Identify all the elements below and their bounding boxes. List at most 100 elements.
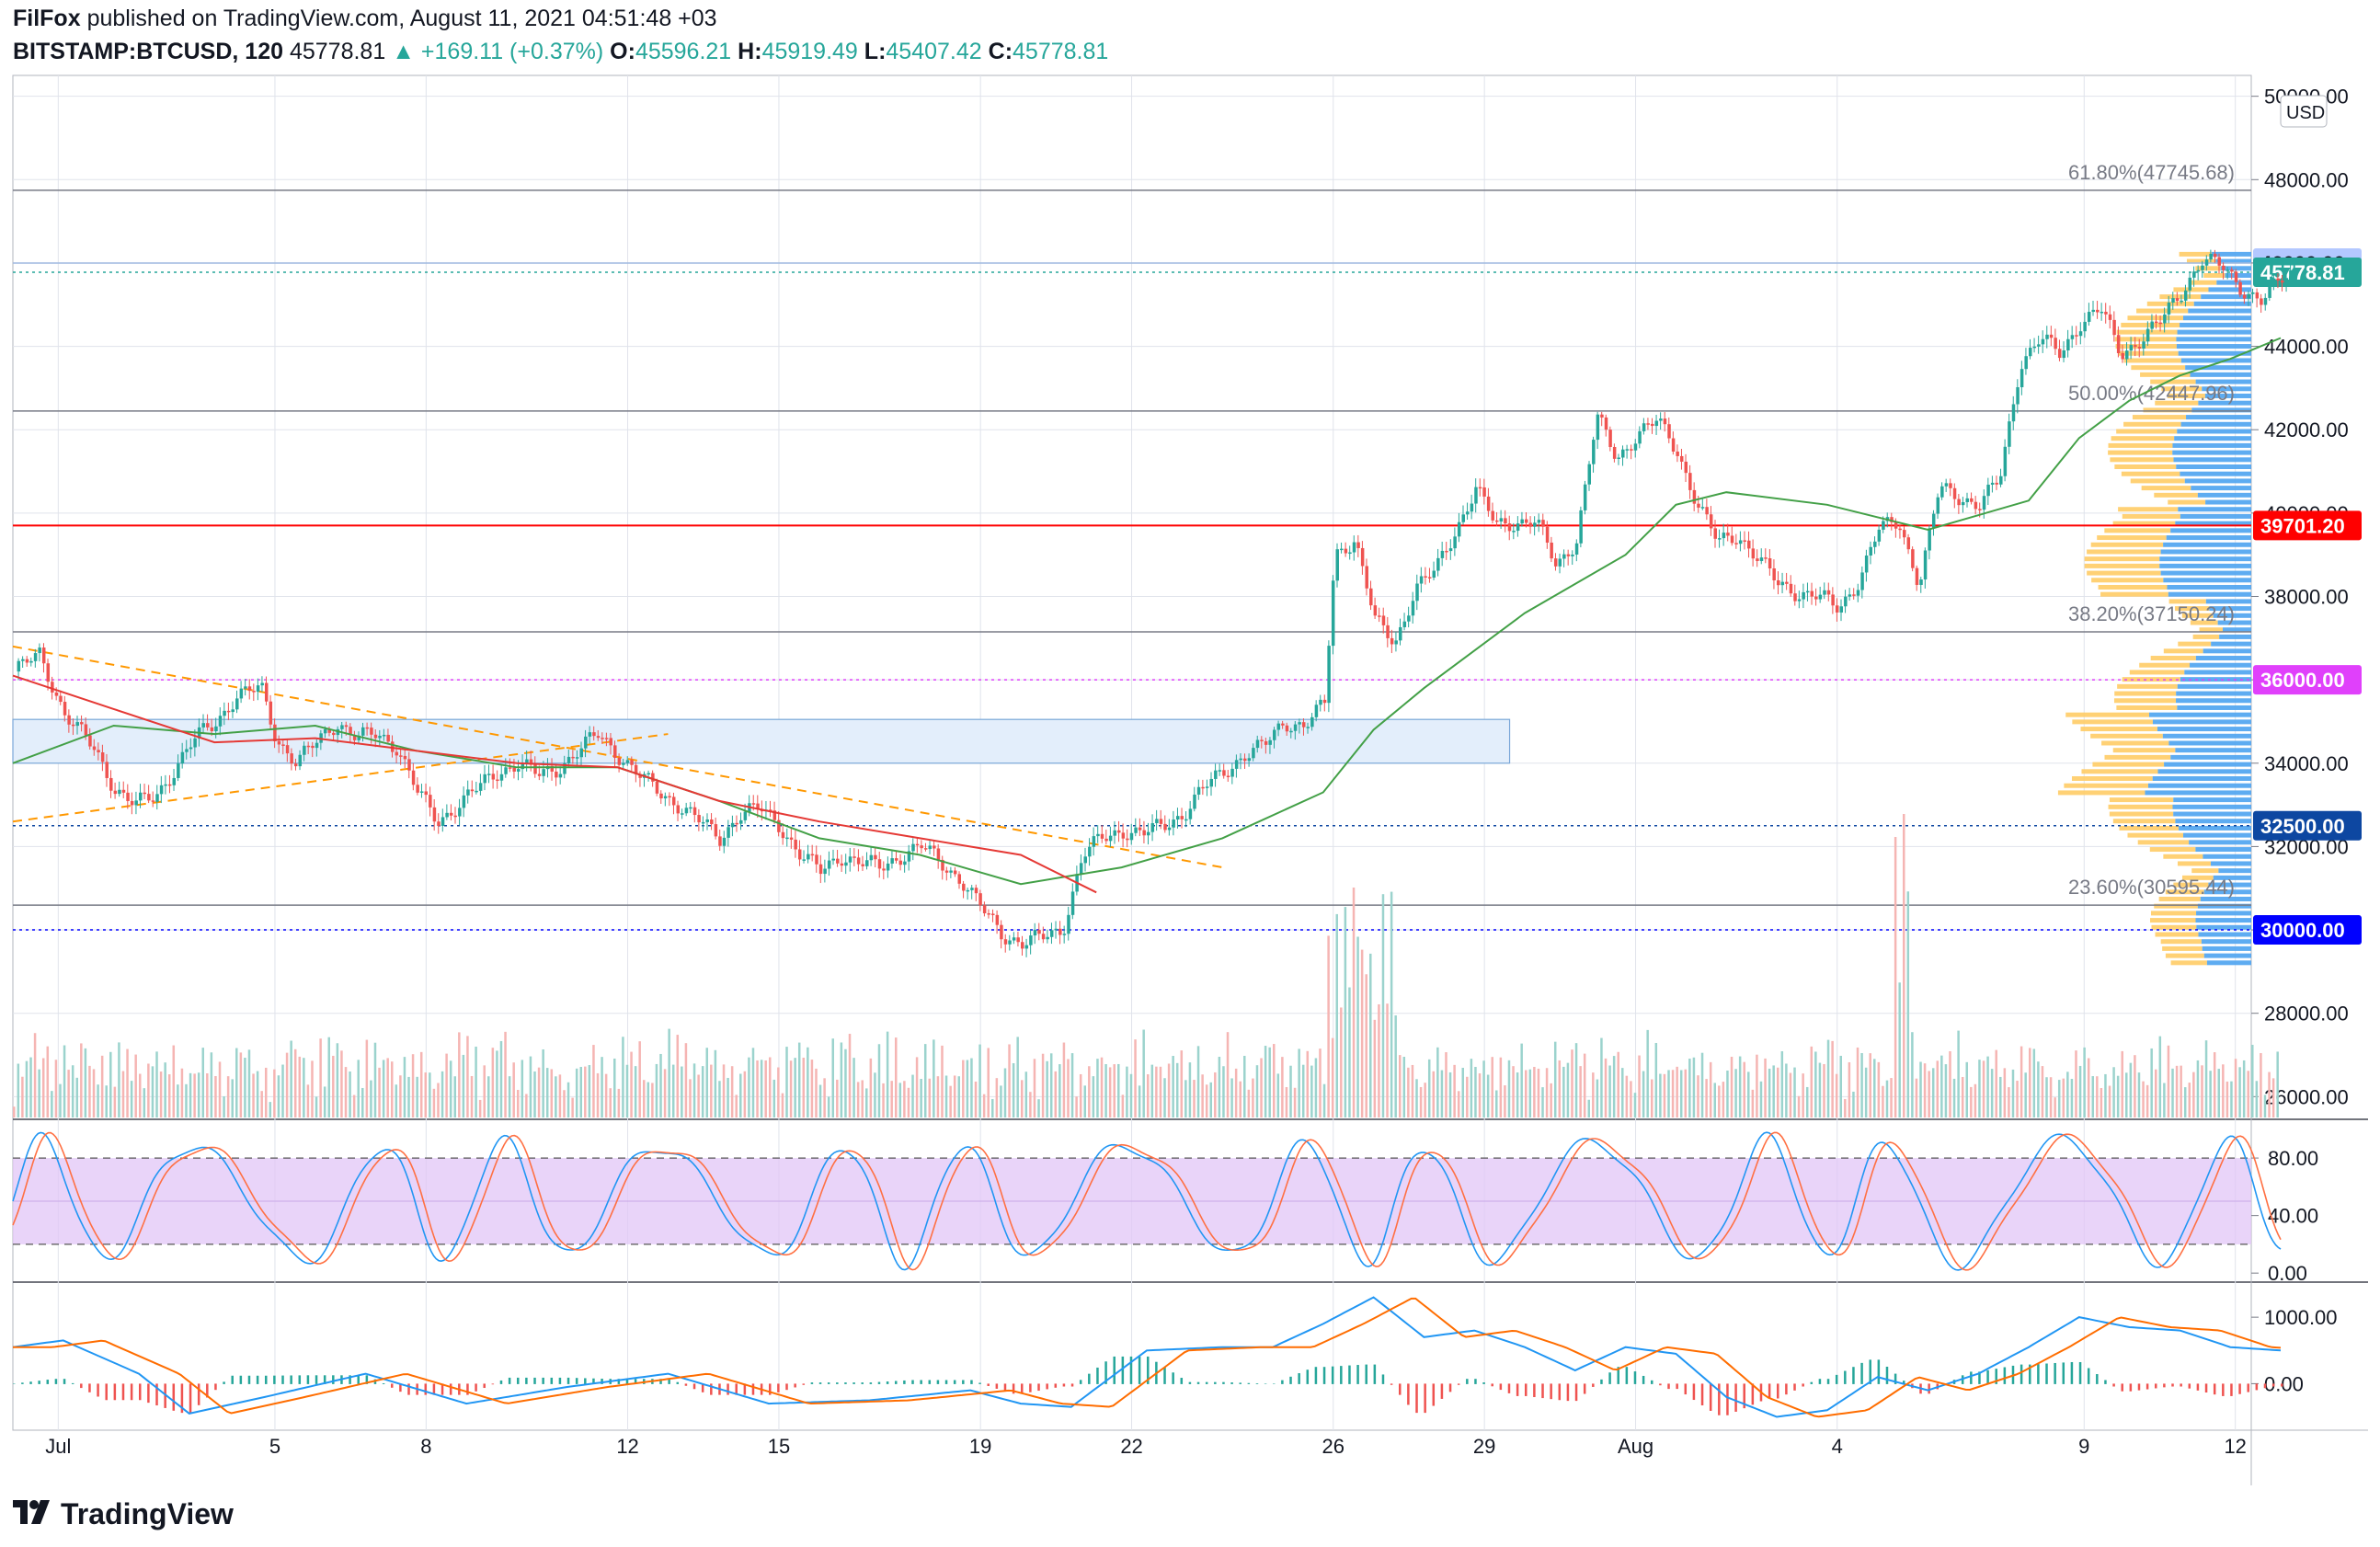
candle-body [1768, 558, 1772, 568]
volume-bar [223, 1096, 225, 1117]
volume-bar [1109, 1067, 1112, 1117]
macd-hist-bar [1793, 1383, 1796, 1390]
volume-bar [475, 1047, 477, 1117]
candle-body [1294, 725, 1298, 731]
volume-bar [1676, 1067, 1678, 1117]
macd-hist-bar [509, 1378, 511, 1384]
volume-bar [1197, 1046, 1200, 1117]
vp-bar-sell [2150, 847, 2196, 852]
candle-body [2066, 339, 2070, 350]
volume-bar [1420, 1087, 1423, 1117]
macd-hist-bar [1382, 1374, 1385, 1383]
volume-bar [589, 1065, 591, 1117]
macd-hist-bar [2281, 1383, 2283, 1386]
macd-hist-bar [147, 1383, 150, 1403]
candle-body [147, 794, 151, 800]
volume-bar [2150, 1049, 2153, 1117]
macd-hist-bar [1046, 1383, 1048, 1389]
candle-body [1937, 498, 1940, 514]
volume-bar [1932, 1068, 1935, 1117]
macd-hist-bar [466, 1383, 469, 1394]
candle-body [589, 732, 592, 737]
candle-body [1243, 759, 1247, 762]
fib-label: 61.80%(47745.68) [2068, 161, 2235, 184]
vp-bar-buy [2179, 826, 2251, 831]
candle-body [1894, 522, 1898, 529]
macd-hist-bar [1163, 1367, 1166, 1383]
macd-hist-bar [1332, 1367, 1334, 1384]
volume-bar [2100, 1088, 2103, 1117]
volume-bar [1613, 1056, 1616, 1117]
macd-hist-bar [1785, 1383, 1788, 1394]
vp-bar-buy [2177, 705, 2251, 710]
candle-body [1046, 937, 1049, 939]
candle-body [1210, 779, 1214, 786]
volume-bar [1898, 982, 1901, 1117]
volume-bar [764, 1060, 767, 1117]
candle-body [257, 685, 260, 692]
macd-hist-bar [1172, 1372, 1174, 1384]
macd-hist-bar [1189, 1382, 1192, 1384]
candle-body [278, 741, 281, 745]
candle-body [1399, 627, 1402, 640]
vp-bar-sell [2100, 592, 2168, 597]
candle-body [1685, 462, 1688, 473]
macd-hist-bar [139, 1383, 142, 1400]
candle-body [828, 861, 831, 869]
volume-bar [504, 1032, 507, 1117]
candle-body [1000, 925, 1003, 940]
candle-body [1584, 485, 1587, 510]
volume-bar [2096, 1076, 2099, 1117]
macd-hist-bar [1600, 1380, 1603, 1384]
volume-bar [2121, 1051, 2123, 1117]
candle-body [613, 745, 617, 758]
candle-body [1664, 418, 1667, 424]
volume-bar [1323, 1084, 1326, 1117]
candle-body [240, 689, 244, 699]
volume-bar [349, 1071, 351, 1117]
candle-body [2134, 345, 2137, 347]
candle-body [681, 813, 684, 815]
stoch-tick-label: 0.00 [2268, 1262, 2307, 1285]
macd-hist-bar [870, 1382, 873, 1384]
vp-bar-buy [2226, 273, 2251, 278]
volume-bar [1147, 1074, 1150, 1117]
volume-bar [794, 1058, 796, 1117]
volume-bar [1907, 891, 1910, 1117]
volume-bar [1222, 1066, 1225, 1117]
volume-bar [1962, 1077, 1964, 1117]
vp-bar-buy [2202, 939, 2251, 944]
volume-bar [1600, 1038, 1603, 1117]
volume-bar [1508, 1060, 1511, 1117]
volume-bar [1550, 1083, 1552, 1117]
volume-bar [1088, 1066, 1091, 1117]
volume-bar [1104, 1064, 1107, 1117]
candle-body [286, 745, 290, 753]
macd-hist-bar [1567, 1383, 1570, 1401]
volume-bar [1378, 1004, 1380, 1117]
candle-body [1865, 556, 1869, 572]
macd-hist-bar [1441, 1383, 1444, 1399]
macd-hist-bar [1256, 1383, 1259, 1384]
tradingview-logo[interactable]: TradingView [13, 1497, 234, 1531]
candle-body [1739, 540, 1743, 544]
candle-body [509, 767, 512, 769]
candle-body [1907, 537, 1911, 549]
candle-body [2058, 349, 2062, 358]
x-tick-label: 12 [616, 1435, 638, 1458]
volume-bar [248, 1049, 251, 1117]
macd-hist-bar [1508, 1383, 1511, 1392]
volume-bar [1659, 1074, 1662, 1117]
candle-body [395, 752, 399, 756]
candle-body [1374, 605, 1378, 615]
volume-bar [101, 1056, 104, 1117]
candle-body [105, 762, 109, 778]
candle-body [487, 774, 491, 775]
volume-bar [706, 1048, 709, 1117]
volume-bar [1790, 1073, 1792, 1117]
macd-hist-bar [1718, 1383, 1721, 1415]
macd-hist-bar [2264, 1383, 2267, 1388]
candle-body [1184, 819, 1188, 821]
vp-bar-sell [2072, 776, 2153, 781]
